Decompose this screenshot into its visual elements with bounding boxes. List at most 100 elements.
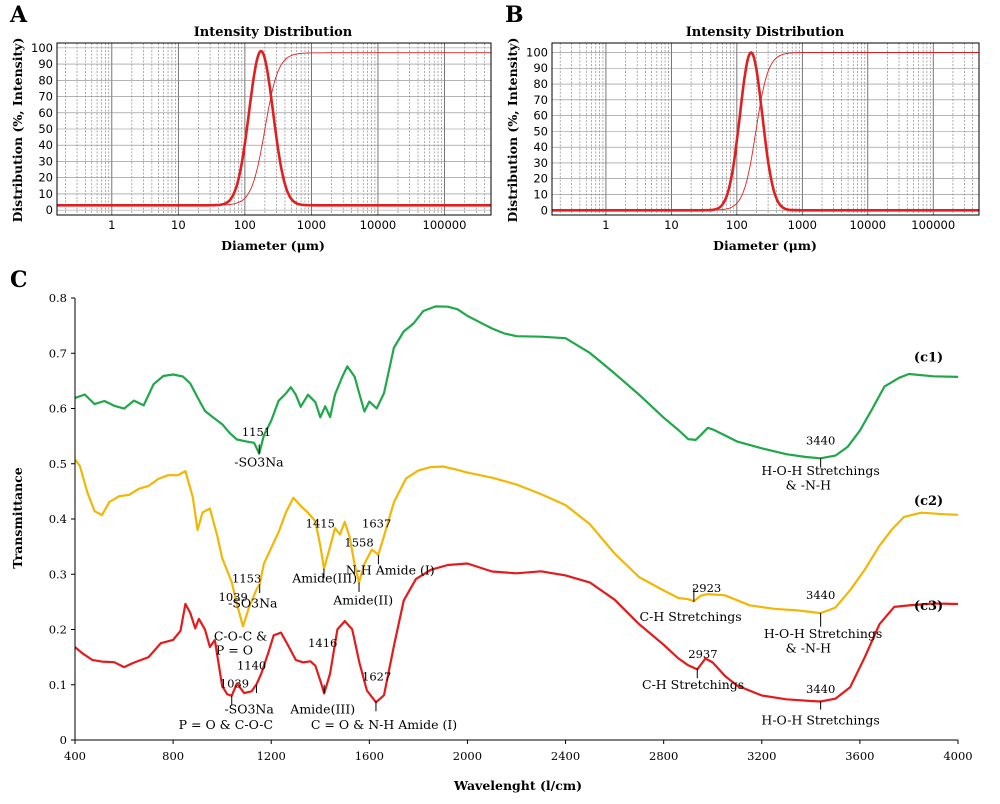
peak-annotation: Amide(II) — [332, 593, 393, 608]
chart-a-xlabel: Diameter (μm) — [221, 238, 325, 253]
chart-c-peak-markers — [231, 444, 822, 712]
peak-annotation: C-H Stretchings — [640, 609, 742, 624]
x-tick-label: 3200 — [747, 749, 776, 763]
y-tick-label: 20 — [38, 171, 53, 185]
y-tick-label: 20 — [533, 172, 548, 186]
x-tick-label: 100 — [234, 218, 256, 232]
y-tick-label: 10 — [38, 187, 53, 201]
y-tick-label: 30 — [533, 156, 548, 170]
y-tick-label: 0.8 — [49, 291, 67, 305]
peak-annotation: -SO3Na — [224, 701, 274, 716]
chart-a-series — [57, 49, 491, 207]
y-tick-label: 0.1 — [49, 678, 67, 692]
x-tick-label: 10 — [664, 218, 679, 232]
chart-a-grid — [57, 43, 492, 215]
peak-annotation: C = O & N-H Amide (I) — [311, 717, 457, 732]
x-tick-label: 2400 — [551, 749, 580, 763]
chart-b: Intensity Distribution Diameter (μm) Dis… — [505, 25, 980, 253]
chart-b-series — [552, 50, 979, 212]
x-tick-label: 800 — [162, 749, 184, 763]
series-line-1 — [74, 305, 959, 460]
peak-annotation: P = O — [216, 642, 253, 657]
y-tick-label: 50 — [533, 124, 548, 138]
y-tick-label: 0.4 — [49, 512, 67, 526]
x-tick-label: 100 — [726, 218, 748, 232]
series-tag: (c1) — [914, 351, 943, 366]
peak-annotation: 2923 — [692, 581, 721, 595]
y-tick-label: 70 — [38, 90, 53, 104]
y-tick-label: 100 — [526, 45, 548, 59]
x-tick-label: 4000 — [943, 749, 972, 763]
peak-annotation: 1151 — [242, 425, 271, 439]
x-tick-label: 10000 — [360, 218, 397, 232]
y-tick-label: 80 — [533, 77, 548, 91]
x-tick-label: 10000 — [849, 218, 886, 232]
x-tick-label: 100000 — [911, 218, 955, 232]
y-tick-label: 0 — [46, 203, 53, 217]
chart-a: Intensity Distribution Diameter (μm) Dis… — [10, 25, 492, 253]
chart-b-ylabel: Distribution (%, Intensity) — [505, 38, 520, 223]
peak-annotation: 3440 — [806, 588, 835, 602]
panel-label-b: B — [505, 2, 524, 28]
peak-annotation: H-O-H Stretchings — [764, 626, 882, 641]
series-tag: (c3) — [914, 599, 943, 614]
y-tick-label: 0.7 — [49, 346, 67, 360]
y-tick-label: 60 — [38, 106, 53, 120]
y-tick-label: 90 — [533, 61, 548, 75]
x-tick-label: 10 — [171, 218, 186, 232]
chart-b-xlabel: Diameter (μm) — [713, 238, 817, 253]
peak-annotation: 1140 — [237, 658, 266, 672]
peak-annotation: 1416 — [308, 636, 337, 650]
chart-a-ylabel: Distribution (%, Intensity) — [10, 38, 25, 223]
peak-annotation: N-H Amide (I) — [346, 562, 435, 577]
x-tick-label: 1600 — [355, 749, 384, 763]
y-tick-label: 40 — [533, 140, 548, 154]
series-line-3 — [74, 562, 959, 704]
y-tick-label: 0 — [60, 733, 67, 747]
peak-annotation: Amide(III) — [289, 701, 355, 716]
peak-annotation: -SO3Na — [228, 595, 278, 610]
peak-annotation: 2937 — [688, 647, 717, 661]
x-tick-label: 1 — [108, 218, 115, 232]
y-tick-label: 50 — [38, 122, 53, 136]
y-tick-label: 0.3 — [49, 567, 67, 581]
peak-annotation: H-O-H Stretchings — [761, 713, 879, 728]
chart-b-grid — [552, 43, 980, 215]
x-tick-label: 1 — [602, 218, 609, 232]
peak-annotation: 1558 — [344, 536, 373, 550]
peak-annotation: & -N-H — [786, 641, 831, 656]
chart-b-frame — [551, 42, 980, 216]
peak-annotation: 3440 — [806, 682, 835, 696]
y-tick-label: 100 — [31, 41, 53, 55]
y-tick-label: 80 — [38, 73, 53, 87]
series-line-2 — [74, 458, 959, 628]
y-tick-label: 0.2 — [49, 623, 67, 637]
chart-c-ylabel: Transmittance — [10, 467, 25, 569]
peak-annotation: Amide(III) — [291, 571, 357, 586]
peak-annotation: 1637 — [362, 516, 391, 530]
peak-annotation: 1039 — [220, 677, 249, 691]
distribution-curve — [552, 50, 979, 212]
y-tick-label: 40 — [38, 138, 53, 152]
x-tick-label: 2800 — [649, 749, 678, 763]
y-tick-label: 0 — [541, 203, 548, 217]
y-tick-label: 30 — [38, 154, 53, 168]
y-tick-label: 10 — [533, 187, 548, 201]
peak-annotation: 3440 — [806, 433, 835, 447]
peak-annotation: H-O-H Stretchings — [761, 463, 879, 478]
peak-annotation: 1627 — [362, 669, 391, 683]
peak-annotation: -SO3Na — [234, 455, 284, 470]
x-tick-label: 1000 — [788, 218, 817, 232]
x-tick-label: 3600 — [845, 749, 874, 763]
chart-c-series — [74, 305, 959, 704]
panel-label-a: A — [9, 2, 28, 28]
peak-annotation: 1415 — [306, 516, 335, 530]
peak-annotation: 1039 — [219, 590, 248, 604]
peak-annotation: C-O-C & — [214, 629, 267, 644]
panel-label-c: C — [10, 267, 28, 293]
chart-c-xlabel: Wavelenght (l/cm) — [453, 778, 582, 793]
